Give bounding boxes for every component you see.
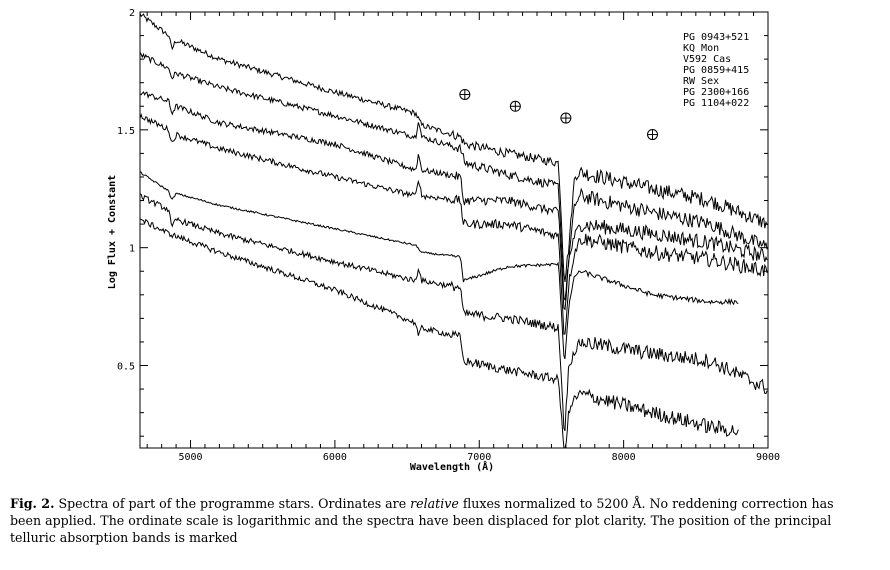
legend-entry: PG 1104+022 xyxy=(683,98,749,109)
x-tick-label: 5000 xyxy=(178,452,202,463)
legend-entry: V592 Cas xyxy=(683,54,731,65)
plot-frame xyxy=(139,11,769,449)
spectra-series xyxy=(139,13,768,449)
spectrum-line xyxy=(139,51,768,301)
x-axis-title: Wavelength (Å) xyxy=(410,460,494,473)
caption-text-italic: relative xyxy=(410,496,459,511)
x-tick-label: 6000 xyxy=(323,452,347,463)
legend-entry: RW Sex xyxy=(683,76,719,87)
x-axis: 5000 6000 7000 8000 9000 xyxy=(146,12,780,463)
legend-entry: PG 0943+521 xyxy=(683,32,749,43)
y-axis: 0.5 1 1.5 2 xyxy=(117,8,768,437)
telluric-marker-icon xyxy=(560,112,572,124)
legend-entry: KQ Mon xyxy=(683,43,719,54)
spectrum-line xyxy=(139,218,739,449)
y-axis-title: Log Flux + Constant xyxy=(107,175,118,289)
spectrum-line xyxy=(139,113,768,335)
spectrum-line xyxy=(139,171,739,360)
spectrum-line xyxy=(139,13,768,282)
legend-entry: PG 0859+415 xyxy=(683,65,749,76)
spectra-chart: 5000 6000 7000 8000 9000 0.5 1 1.5 2 Wavelength… xyxy=(107,8,780,473)
y-tick-label: 2 xyxy=(129,8,135,19)
telluric-marker-icon xyxy=(647,129,659,141)
telluric-markers xyxy=(459,88,659,141)
x-tick-label: 9000 xyxy=(756,452,780,463)
spectrum-line xyxy=(139,91,768,311)
telluric-marker-icon xyxy=(509,100,521,112)
caption-text-2: fluxes normalized to 5200 Å. No reddenin… xyxy=(10,496,834,545)
x-tick-label: 8000 xyxy=(612,452,636,463)
caption-text-1: Spectra of part of the programme stars. … xyxy=(54,496,411,511)
x-tick-label: 7000 xyxy=(467,452,491,463)
legend-entry: PG 2300+166 xyxy=(683,87,749,98)
figure-caption: Fig. 2. Spectra of part of the programme… xyxy=(10,495,865,546)
telluric-marker-icon xyxy=(459,88,471,100)
y-tick-label: 1 xyxy=(129,244,135,255)
spectrum-line xyxy=(139,193,768,432)
caption-label: Fig. 2. xyxy=(10,496,55,511)
y-tick-label: 1.5 xyxy=(117,126,135,137)
y-tick-label: 0.5 xyxy=(117,362,135,373)
plot-border xyxy=(139,11,769,449)
